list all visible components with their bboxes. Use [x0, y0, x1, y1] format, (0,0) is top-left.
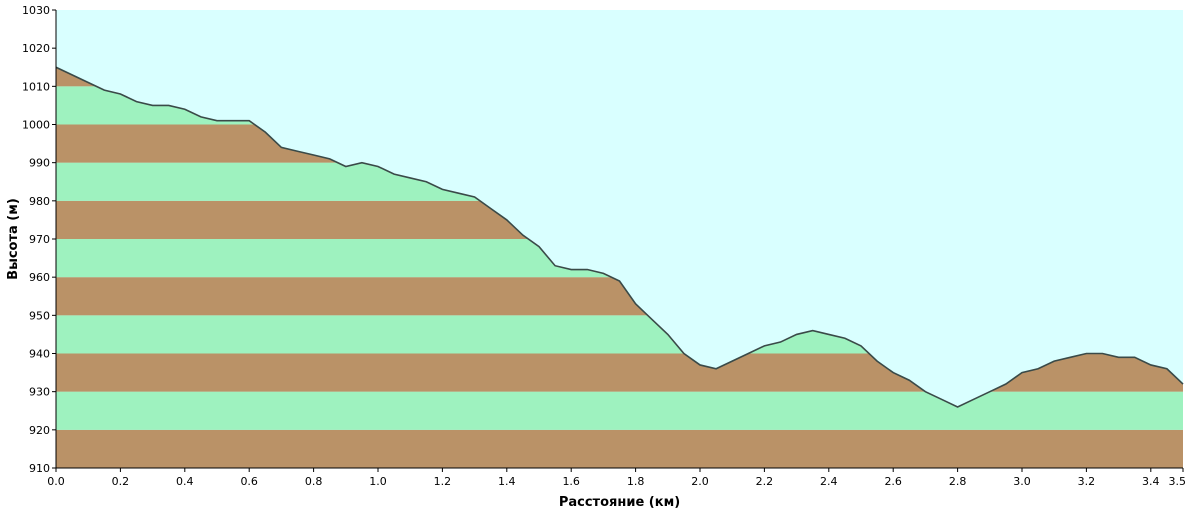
y-tick-label-970: 970	[29, 233, 50, 246]
x-tick-label-1.6: 1.6	[562, 475, 580, 488]
y-tick-label-980: 980	[29, 195, 50, 208]
y-tick-label-990: 990	[29, 157, 50, 170]
x-tick-label-1.8: 1.8	[627, 475, 645, 488]
x-tick-label-1.0: 1.0	[369, 475, 387, 488]
x-tick-label-3.5: 3.5	[1169, 475, 1186, 488]
x-tick-label-3.0: 3.0	[1013, 475, 1031, 488]
y-tick-label-1020: 1020	[22, 42, 50, 55]
elevation-band-920	[56, 391, 1183, 430]
x-tick-label-0.8: 0.8	[305, 475, 323, 488]
y-tick-label-940: 940	[29, 348, 50, 361]
y-tick-label-1000: 1000	[22, 119, 50, 132]
elevation-profile-line	[55, 66, 1184, 408]
x-tick-label-0.4: 0.4	[176, 475, 194, 488]
x-axis-title: Расстояние (км)	[559, 495, 680, 510]
y-tick-label-910: 910	[29, 462, 50, 475]
x-tick-label-2.4: 2.4	[820, 475, 838, 488]
x-tick-label-2.2: 2.2	[756, 475, 774, 488]
y-tick-label-1010: 1010	[22, 80, 50, 93]
y-tick-label-920: 920	[29, 424, 50, 437]
x-tick-label-0.6: 0.6	[240, 475, 258, 488]
x-tick-label-0.2: 0.2	[112, 475, 130, 488]
x-tick-label-3.2: 3.2	[1078, 475, 1096, 488]
y-tick-label-930: 930	[29, 386, 50, 399]
y-axis-title: Высота (м)	[6, 198, 21, 280]
x-tick-label-3.4: 3.4	[1142, 475, 1160, 488]
x-tick-label-2.8: 2.8	[949, 475, 967, 488]
y-tick-label-1030: 1030	[22, 4, 50, 17]
y-tick-label-960: 960	[29, 271, 50, 284]
x-tick-label-1.2: 1.2	[434, 475, 452, 488]
x-tick-label-0.0: 0.0	[47, 475, 65, 488]
elevation-band-910	[56, 429, 1183, 468]
x-tick-label-2.0: 2.0	[691, 475, 709, 488]
y-tick-label-950: 950	[29, 309, 50, 322]
x-tick-label-2.6: 2.6	[884, 475, 902, 488]
x-tick-label-1.4: 1.4	[498, 475, 516, 488]
